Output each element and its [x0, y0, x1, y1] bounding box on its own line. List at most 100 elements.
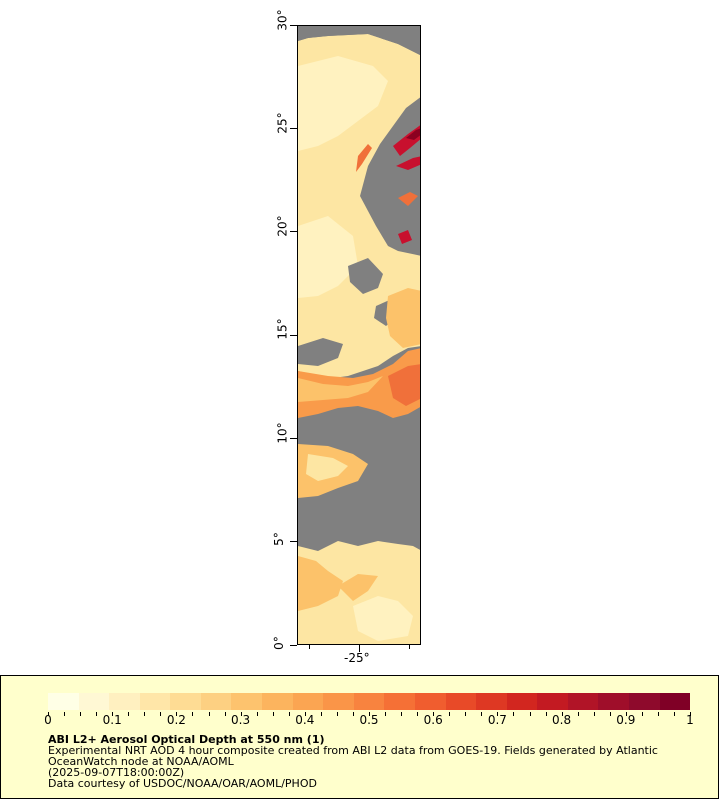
- aod-map: [298, 26, 420, 644]
- colorbar-tick: [256, 712, 258, 716]
- colorbar-label: 0.7: [487, 713, 507, 727]
- x-axis-label: -25°: [344, 651, 370, 665]
- y-major-tick: [290, 231, 297, 232]
- colorbar-swatch: [139, 693, 171, 710]
- colorbar-label: 1: [686, 713, 694, 727]
- colorbar-tick: [561, 712, 563, 716]
- aod-region-south-a-pale: [306, 454, 348, 481]
- colorbar-swatch: [170, 693, 201, 710]
- colorbar-swatch: [109, 693, 140, 710]
- colorbar-tick: [144, 712, 146, 716]
- colorbar-label: 0.1: [102, 713, 122, 727]
- aod-map-panel: [297, 25, 421, 645]
- no-data-gap-a: [298, 26, 420, 55]
- colorbar-label: 0.8: [552, 713, 572, 727]
- y-major-tick: [290, 335, 297, 336]
- aod-plume-dark-red: [406, 128, 420, 140]
- colorbar-tick: [690, 712, 691, 716]
- colorbar-tick: [192, 712, 194, 716]
- x-major-tick: [359, 645, 360, 652]
- colorbar-swatch: [78, 693, 110, 710]
- colorbar-tick: [64, 712, 66, 716]
- colorbar-tick: [208, 712, 210, 716]
- y-major-tick: [290, 438, 297, 439]
- aod-region-north-pale: [298, 56, 388, 298]
- colorbar-label: 0: [44, 713, 52, 727]
- colorbar-label: 0.4: [295, 713, 315, 727]
- aod-band-orange: [298, 348, 420, 418]
- x-minor-tick: [309, 645, 310, 649]
- colorbar-tick: [112, 712, 114, 716]
- colorbar-label: 0.2: [166, 713, 186, 727]
- colorbar-label: 0.5: [359, 713, 379, 727]
- legend-credit: Data courtesy of USDOC/NOAA/OAR/AOML/PHO…: [48, 777, 317, 790]
- y-axis-label: 0°: [271, 636, 286, 650]
- colorbar-swatch: [200, 693, 232, 710]
- colorbar-tick: [369, 712, 370, 716]
- colorbar-swatch: [323, 693, 354, 710]
- colorbar-swatch: [506, 693, 538, 710]
- colorbar-tick: [657, 712, 659, 716]
- aod-band-deep: [388, 364, 420, 406]
- colorbar-swatch: [476, 693, 507, 710]
- colorbar-tick: [513, 712, 515, 716]
- y-axis-label: 25°: [275, 112, 290, 134]
- legend-description: Experimental NRT AOD 4 hour composite cr…: [48, 744, 658, 757]
- y-major-tick: [290, 128, 297, 129]
- colorbar-swatch: [292, 693, 324, 710]
- colorbar-tick: [625, 712, 627, 716]
- colorbar-swatch: [628, 693, 660, 710]
- colorbar-tick: [385, 712, 387, 716]
- colorbar-tick: [529, 712, 531, 716]
- colorbar-swatch: [537, 693, 568, 710]
- colorbar-swatch: [598, 693, 629, 710]
- no-data-gap-c: [298, 338, 343, 366]
- aod-region-equator-orange: [298, 556, 378, 611]
- colorbar-tick: [288, 712, 290, 716]
- colorbar-tick: [48, 712, 49, 716]
- colorbar-swatch: [353, 693, 385, 710]
- legend-description-node: OceanWatch node at NOAA/AOML: [48, 755, 234, 768]
- colorbar-tick: [160, 712, 162, 716]
- y-axis-label: 5°: [271, 532, 286, 546]
- colorbar-tick: [176, 712, 178, 716]
- colorbar-label: 0.9: [616, 713, 636, 727]
- colorbar-swatch: [659, 693, 691, 710]
- colorbar-tick: [465, 712, 467, 716]
- colorbar-tick: [481, 712, 483, 716]
- colorbar-tick: [449, 712, 451, 716]
- colorbar-tick: [272, 712, 274, 716]
- colorbar-tick: [352, 712, 354, 716]
- colorbar-tick: [96, 712, 98, 716]
- aod-region-equator-pale: [353, 596, 413, 641]
- colorbar-label: 0.3: [231, 713, 251, 727]
- colorbar-tick: [641, 712, 643, 716]
- colorbar-tick: [497, 712, 499, 716]
- y-axis-label: 20°: [275, 215, 290, 237]
- colorbar-swatch: [384, 693, 415, 710]
- x-minor-tick: [409, 645, 410, 649]
- colorbar-label: 0.6: [423, 713, 443, 727]
- colorbar-swatch: [231, 693, 263, 710]
- y-major-tick: [290, 25, 297, 26]
- colorbar-tick: [224, 712, 226, 716]
- colorbar-swatch: [445, 693, 477, 710]
- colorbar-tick: [673, 712, 675, 716]
- y-axis-label: 30°: [275, 9, 290, 31]
- colorbar-tick: [304, 712, 306, 716]
- colorbar-tick: [320, 712, 322, 716]
- legend-title: ABI L2+ Aerosol Optical Depth at 550 nm …: [48, 733, 325, 746]
- colorbar-tick: [128, 712, 130, 716]
- no-data-gap-b: [348, 258, 398, 326]
- colorbar-tick: [401, 712, 403, 716]
- legend-timestamp: (2025-09-07T18:00:00Z): [48, 766, 185, 779]
- colorbar-swatch: [414, 693, 446, 710]
- colorbar-tick: [433, 712, 435, 716]
- aod-spot-red: [398, 230, 412, 244]
- aod-band-light-orange: [298, 288, 420, 402]
- aod-colorbar: [48, 693, 691, 710]
- y-axis-label: 10°: [275, 422, 290, 444]
- colorbar-tick: [609, 712, 611, 716]
- colorbar-tick: [593, 712, 595, 716]
- colorbar-swatch: [262, 693, 293, 710]
